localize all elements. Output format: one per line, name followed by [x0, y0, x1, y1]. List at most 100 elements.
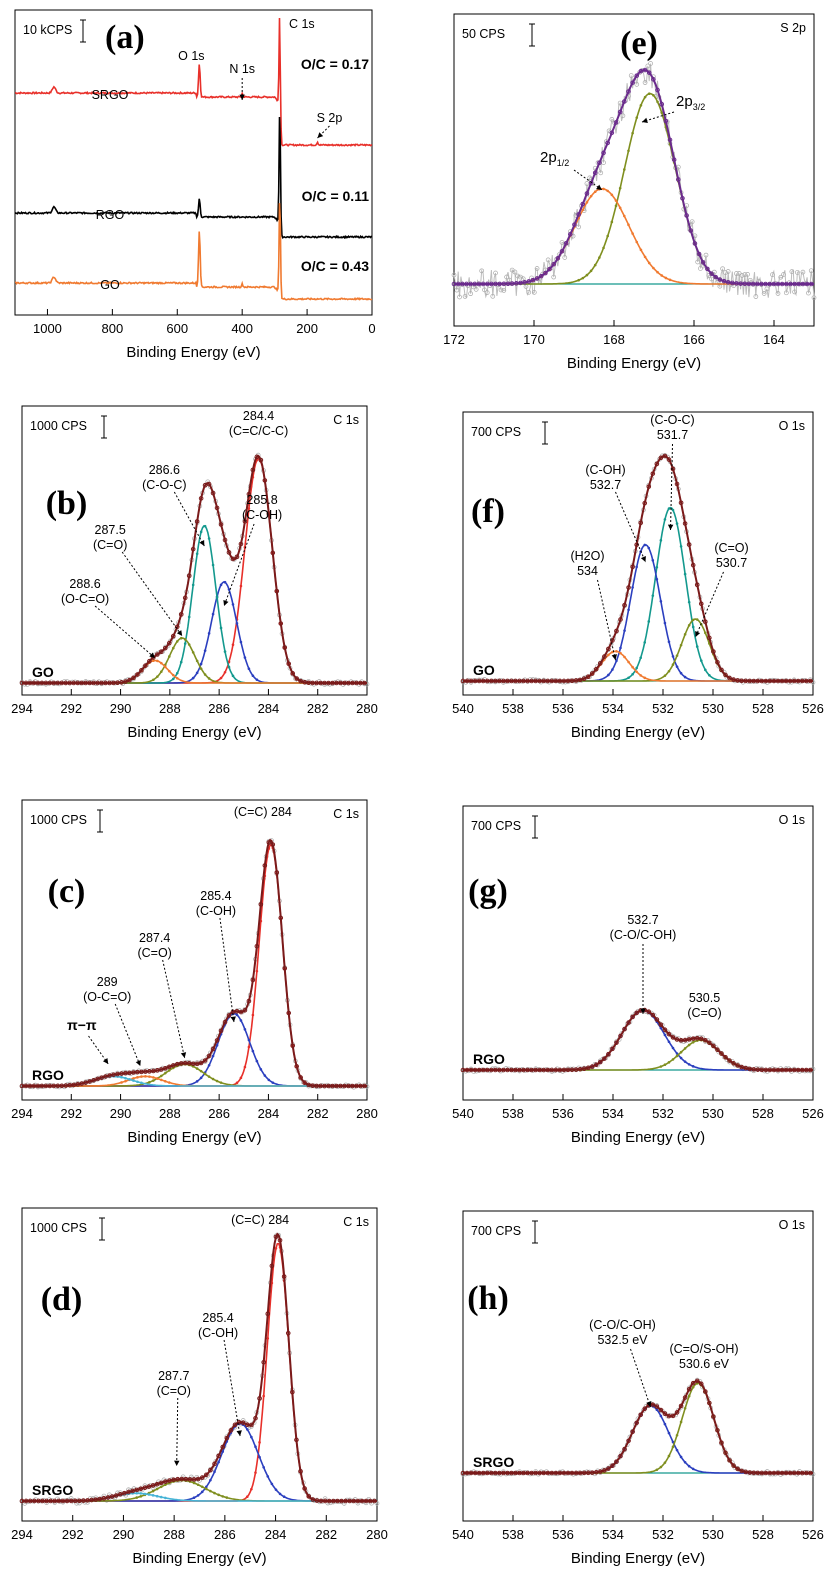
- x-tick-label: 600: [166, 321, 188, 336]
- component-marker: [255, 678, 259, 681]
- peak-label-2p32: 2p3/2: [676, 93, 705, 112]
- envelope-marker: [210, 490, 216, 496]
- envelope-marker: [290, 671, 295, 676]
- component-marker: [192, 1496, 196, 1500]
- component-marker: [683, 1406, 687, 1410]
- component-marker: [209, 1478, 212, 1482]
- component-marker: [663, 1063, 667, 1067]
- envelope-marker: [147, 658, 152, 664]
- component-marker: [691, 1467, 695, 1471]
- raw-data-point: [642, 80, 648, 85]
- envelope-marker: [238, 1009, 244, 1015]
- envelope-marker: [730, 280, 735, 286]
- component-marker: [663, 1033, 667, 1037]
- envelope-marker: [175, 1476, 180, 1482]
- component-marker: [152, 659, 155, 663]
- envelope-marker: [754, 281, 760, 287]
- envelope-fit-line: [463, 454, 813, 682]
- region-label: O 1s: [779, 419, 805, 433]
- component-marker: [656, 100, 659, 104]
- component-marker: [655, 577, 659, 581]
- component-marker: [258, 1441, 261, 1444]
- envelope-marker: [191, 1477, 197, 1482]
- envelope-marker: [731, 677, 736, 682]
- envelope-marker: [218, 522, 224, 527]
- component-marker: [615, 659, 618, 663]
- envelope-marker: [622, 1446, 627, 1452]
- envelope-marker: [654, 1017, 660, 1022]
- envelope-marker: [618, 1453, 623, 1459]
- envelope-marker: [800, 281, 806, 287]
- envelope-marker: [127, 677, 132, 683]
- component-marker: [195, 659, 199, 663]
- envelope-marker: [282, 645, 288, 650]
- component-marker: [675, 1448, 679, 1452]
- envelope-marker: [694, 582, 700, 588]
- arrow-532-7: [615, 491, 646, 563]
- component-marker: [231, 603, 235, 606]
- envelope-marker: [77, 1498, 82, 1504]
- raw-data-point: [551, 274, 557, 280]
- sample-label: SRGO: [473, 1454, 514, 1470]
- sample-label: SRGO: [32, 1482, 73, 1498]
- peak-label-287-4-value: 287.4: [139, 931, 170, 945]
- component-marker: [610, 220, 614, 224]
- envelope-marker: [727, 1458, 732, 1463]
- component-marker: [683, 1060, 687, 1063]
- component-marker: [132, 1077, 135, 1080]
- component-marker: [581, 276, 585, 280]
- n1s-arrow-head: [239, 94, 245, 100]
- envelope-marker: [676, 177, 681, 182]
- component-marker: [120, 1081, 123, 1084]
- envelope-marker: [713, 274, 718, 280]
- envelope-marker: [601, 150, 606, 156]
- panel-label: (h): [467, 1280, 509, 1317]
- component-peak-2: [22, 1479, 377, 1502]
- sample-label: GO: [473, 662, 495, 678]
- component-marker: [667, 1431, 671, 1435]
- component-marker: [262, 1394, 265, 1398]
- component-marker: [247, 1038, 251, 1042]
- x-tick-label: 166: [683, 332, 705, 347]
- envelope-marker: [135, 672, 140, 677]
- component-marker: [687, 600, 691, 604]
- envelope-marker: [246, 491, 252, 497]
- component-marker: [164, 1071, 167, 1075]
- component-marker: [164, 1496, 167, 1500]
- envelope-marker: [700, 260, 706, 265]
- component-marker: [211, 1054, 215, 1058]
- component-marker: [179, 660, 183, 664]
- component-marker: [217, 1460, 220, 1464]
- envelope-marker: [711, 649, 716, 654]
- component-marker: [660, 274, 663, 277]
- raw-data-point: [620, 113, 626, 119]
- envelope-marker: [743, 1065, 748, 1071]
- component-marker: [687, 1063, 691, 1066]
- x-tick-label: 538: [502, 1106, 524, 1121]
- envelope-marker: [671, 157, 677, 163]
- envelope-marker: [371, 1498, 377, 1504]
- component-marker: [675, 522, 679, 525]
- envelope-marker: [743, 1469, 748, 1475]
- peak-label-531-7-group: 531.7: [657, 428, 688, 442]
- peak-label-289-value: 289: [97, 975, 118, 989]
- envelope-marker: [682, 1037, 688, 1043]
- component-marker: [156, 675, 159, 678]
- component-marker: [139, 1492, 143, 1495]
- envelope-marker: [739, 1064, 744, 1070]
- component-marker: [651, 558, 655, 562]
- raw-data-line: [462, 454, 814, 683]
- envelope-marker: [707, 1400, 712, 1406]
- x-tick-label: 400: [231, 321, 253, 336]
- envelope-marker: [581, 676, 587, 682]
- envelope-marker: [206, 1053, 212, 1059]
- raw-data-point: [753, 294, 759, 299]
- x-tick-label: 534: [602, 1527, 624, 1542]
- envelope-marker: [763, 281, 768, 287]
- envelope-marker: [606, 1051, 611, 1057]
- component-marker: [171, 673, 175, 677]
- component-marker: [614, 199, 618, 202]
- component-marker: [675, 1054, 679, 1058]
- x-tick-label: 280: [356, 701, 378, 716]
- envelope-marker: [83, 1080, 88, 1085]
